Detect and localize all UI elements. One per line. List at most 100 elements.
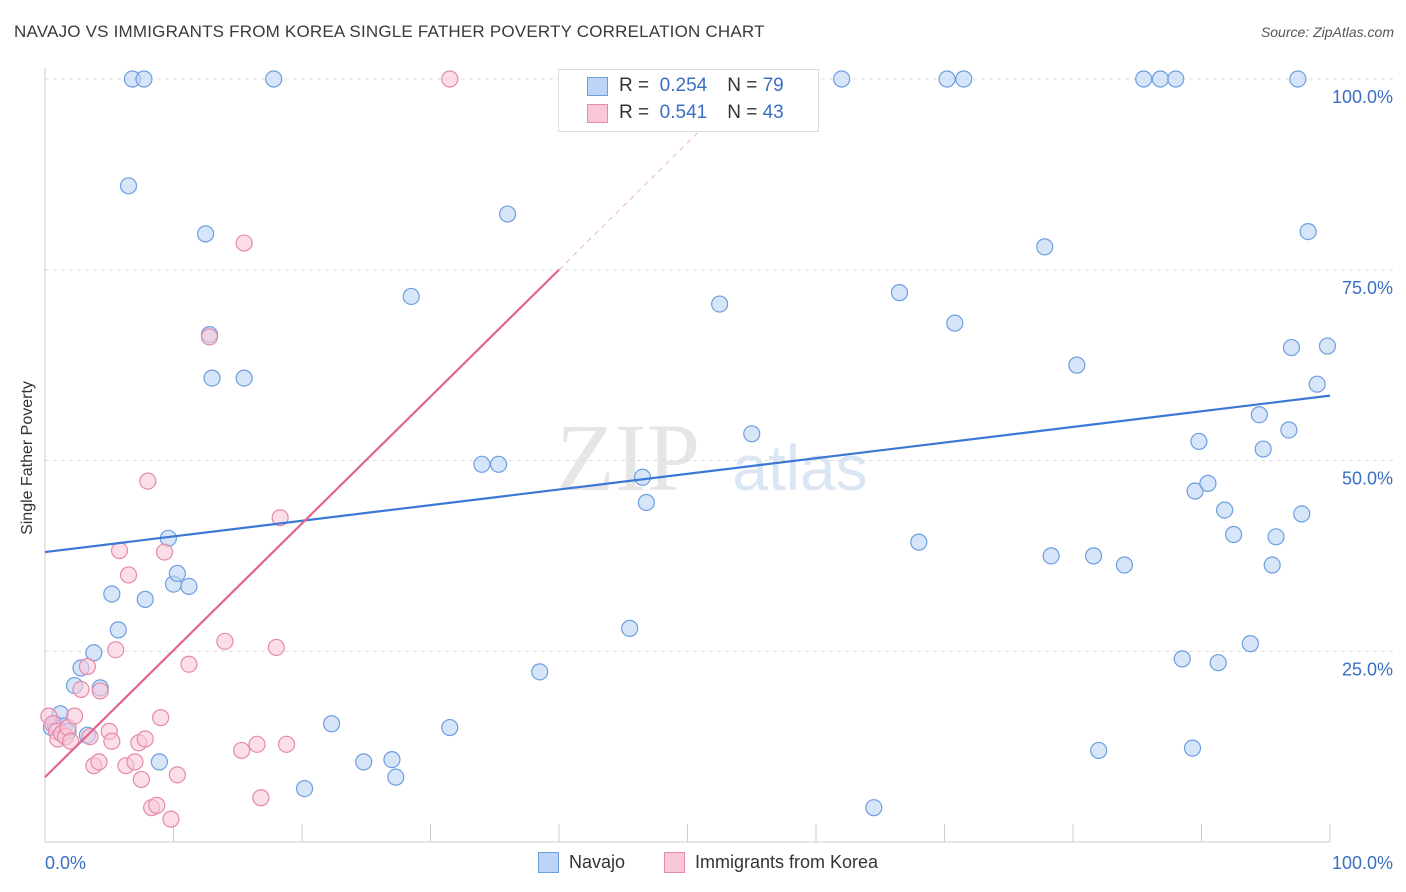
legend-r-label: R = bbox=[619, 75, 650, 96]
navajo-point bbox=[150, 753, 168, 771]
source-label: Source: ZipAtlas.com bbox=[1260, 24, 1394, 40]
navajo-point bbox=[441, 718, 459, 737]
navajo-point bbox=[1289, 70, 1307, 88]
navajo-point bbox=[1318, 337, 1337, 355]
navajo-point bbox=[531, 663, 549, 681]
navajo-point bbox=[387, 768, 405, 786]
korea-point bbox=[132, 770, 150, 789]
navajo-point bbox=[1241, 635, 1259, 653]
legend-row-korea: R = 0.541 N = 43 bbox=[619, 101, 784, 125]
legend-row-navajo: R = 0.254 N = 79 bbox=[619, 74, 784, 98]
korea-point bbox=[119, 566, 138, 584]
navajo-point bbox=[890, 284, 909, 302]
watermark: ZIP atlas bbox=[556, 404, 868, 511]
korea-point bbox=[90, 753, 108, 771]
korea-point bbox=[155, 543, 174, 561]
korea-point bbox=[65, 707, 84, 725]
navajo-point bbox=[1190, 432, 1208, 451]
navajo-point bbox=[946, 314, 964, 332]
navajo-point bbox=[1282, 338, 1301, 357]
korea-trend-line bbox=[44, 268, 560, 778]
korea-point bbox=[233, 741, 251, 760]
korea-point bbox=[139, 472, 157, 490]
navajo-point bbox=[265, 70, 283, 88]
navajo-point bbox=[1209, 654, 1227, 672]
chart-title: NAVAJO VS IMMIGRANTS FROM KOREA SINGLE F… bbox=[14, 22, 765, 41]
korea-point bbox=[110, 541, 129, 560]
navajo-point bbox=[1167, 70, 1185, 88]
navajo-point bbox=[103, 585, 121, 603]
navajo-point bbox=[197, 225, 215, 243]
korea-point bbox=[216, 632, 234, 650]
navajo-point bbox=[1186, 482, 1204, 500]
navajo-point bbox=[180, 577, 198, 595]
korea-point bbox=[78, 657, 97, 676]
bottom-legend-label-korea: Immigrants from Korea bbox=[695, 852, 879, 872]
navajo-point bbox=[833, 70, 851, 88]
legend-r-value: 0.541 bbox=[659, 102, 708, 123]
navajo-point bbox=[322, 715, 341, 733]
navajo-point bbox=[711, 295, 729, 313]
navajo-point bbox=[119, 177, 138, 195]
navajo-point bbox=[938, 70, 956, 88]
bottom-legend-korea: Immigrants from Korea bbox=[664, 852, 878, 873]
navajo-point bbox=[1299, 223, 1317, 241]
korea-point bbox=[162, 810, 180, 828]
korea-points bbox=[40, 70, 459, 828]
korea-point bbox=[107, 641, 125, 659]
legend-n-value: 43 bbox=[762, 102, 784, 123]
y-tick-label: 25.0% bbox=[1342, 659, 1393, 679]
korea-point bbox=[441, 70, 459, 88]
navajo-point bbox=[743, 425, 761, 443]
navajo-point bbox=[1293, 505, 1311, 523]
stats-legend: R = 0.254 N = 79 R = 0.541 N = 43 bbox=[558, 69, 819, 132]
legend-n-label: N = bbox=[727, 75, 758, 96]
y-tick-label: 100.0% bbox=[1332, 87, 1393, 107]
korea-point bbox=[235, 234, 253, 252]
korea-point bbox=[81, 728, 99, 746]
navajo-point bbox=[637, 493, 655, 512]
navajo-point bbox=[135, 70, 153, 88]
korea-point bbox=[152, 709, 170, 727]
korea-point bbox=[248, 735, 266, 753]
navajo-point bbox=[235, 369, 253, 387]
navajo-point bbox=[621, 619, 639, 637]
navajo-point bbox=[203, 369, 221, 387]
korea-point bbox=[200, 328, 219, 346]
x-ticks bbox=[44, 824, 1331, 842]
navajo-point bbox=[1254, 440, 1272, 458]
navajo-point bbox=[490, 455, 508, 473]
navajo-point bbox=[1115, 556, 1134, 574]
y-tick-labels: 25.0% 50.0% 75.0% 100.0% bbox=[1332, 87, 1393, 679]
navajo-point bbox=[168, 564, 186, 583]
bottom-legend-swatch-korea bbox=[664, 852, 685, 873]
navajo-point bbox=[1263, 556, 1281, 574]
y-tick-label: 50.0% bbox=[1342, 469, 1393, 489]
navajo-point bbox=[1250, 406, 1268, 424]
navajo-point bbox=[355, 753, 373, 771]
navajo-point bbox=[1216, 501, 1234, 519]
legend-n-value: 79 bbox=[762, 75, 784, 96]
y-tick-label: 75.0% bbox=[1342, 278, 1393, 298]
korea-point bbox=[103, 732, 121, 750]
trend-lines bbox=[44, 129, 1331, 778]
korea-point bbox=[126, 753, 144, 771]
korea-point bbox=[62, 732, 80, 750]
legend-swatch-korea bbox=[587, 104, 608, 123]
korea-point bbox=[136, 730, 154, 748]
navajo-point bbox=[1267, 528, 1285, 546]
x-tick-label-min: 0.0% bbox=[45, 853, 86, 873]
navajo-point bbox=[1199, 474, 1217, 492]
navajo-point bbox=[1090, 741, 1108, 760]
korea-point bbox=[271, 509, 289, 527]
grid bbox=[45, 78, 1393, 652]
navajo-point bbox=[136, 590, 154, 608]
navajo-point bbox=[633, 468, 652, 486]
bottom-legend-swatch-navajo bbox=[538, 852, 559, 873]
watermark-zip: ZIP bbox=[556, 404, 700, 511]
navajo-point bbox=[1280, 421, 1298, 439]
navajo-point bbox=[383, 750, 401, 769]
korea-point bbox=[72, 680, 90, 699]
navajo-point bbox=[1068, 356, 1086, 374]
navajo-point bbox=[1135, 70, 1153, 88]
